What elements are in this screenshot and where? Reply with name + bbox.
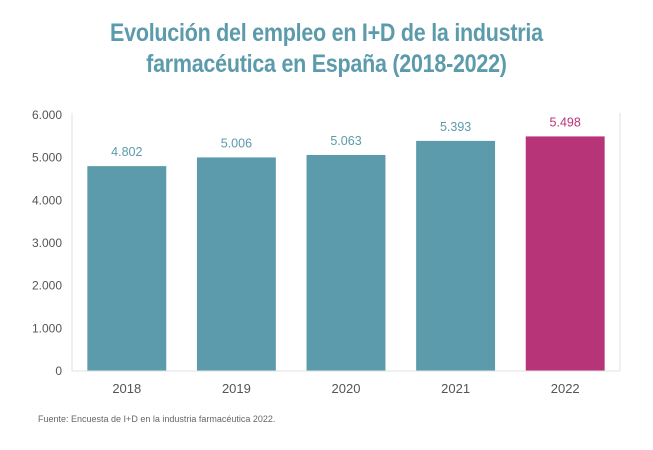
bar-2022 [525,136,605,371]
y-axis: 0 1.000 2.000 3.000 4.000 5.000 6.000 [32,108,621,378]
y-tick-label: 1.000 [32,321,62,335]
y-tick-label: 0 [55,364,62,378]
data-label-2019: 5.006 [221,136,252,150]
bar-2021 [416,140,496,371]
bars: 4.802 5.006 5.063 5.393 5.498 [87,115,605,371]
x-tick-label: 2018 [112,381,141,396]
bar-2019 [196,157,276,371]
y-tick-label: 3.000 [32,236,62,250]
data-label-2020: 5.063 [330,134,361,148]
x-tick-label: 2022 [551,381,580,396]
source-note: Fuente: Encuesta de I+D en la industria … [38,414,276,424]
data-label-2018: 4.802 [111,145,142,159]
y-tick-label: 2.000 [32,279,62,293]
chart-title: Evolución del empleo en I+D de la indust… [46,18,608,80]
x-tick-label: 2021 [441,381,470,396]
x-axis: 2018 2019 2020 2021 2022 [72,370,620,396]
y-tick-label: 5.000 [32,151,62,165]
chart-title-line-2: farmacéutica en España (2018-2022) [146,50,507,78]
y-tick-label: 6.000 [32,108,62,122]
y-tick-label: 4.000 [32,193,62,207]
bar-2020 [306,154,386,371]
x-tick-label: 2019 [222,381,251,396]
x-tick-label: 2020 [332,381,361,396]
data-label-2021: 5.393 [440,120,471,134]
chart-title-line-1: Evolución del empleo en I+D de la indust… [110,19,543,47]
data-label-2022: 5.498 [550,115,581,129]
bar-2018 [87,166,167,371]
